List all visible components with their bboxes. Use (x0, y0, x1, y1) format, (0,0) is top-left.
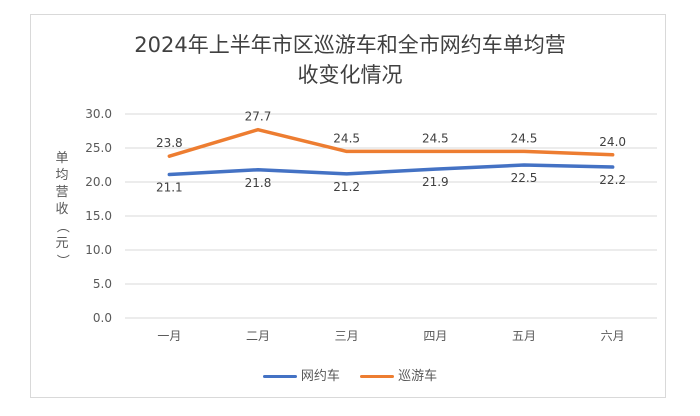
data-label: 21.2 (333, 180, 360, 194)
x-tick-label: 二月 (246, 329, 270, 343)
y-tick-label: 0.0 (93, 311, 112, 325)
x-tick-label: 一月 (157, 329, 181, 343)
legend: 网约车 巡游车 (0, 365, 700, 384)
x-tick-label: 四月 (423, 329, 447, 343)
data-label: 24.0 (599, 135, 626, 149)
y-tick-label: 25.0 (85, 141, 112, 155)
data-label: 24.5 (333, 131, 360, 145)
y-axis-label-char: 元 (55, 236, 69, 251)
y-axis-label-char: 营 (55, 185, 69, 200)
series-line-巡游车 (167, 127, 615, 158)
y-tick-label: 15.0 (85, 209, 112, 223)
y-axis-label-char: 单 (55, 151, 69, 166)
data-label: 21.8 (245, 176, 272, 190)
data-label: 21.9 (422, 175, 449, 189)
y-tick-label: 10.0 (85, 243, 112, 257)
legend-swatch (262, 375, 297, 378)
chart-title-line2: 收变化情况 (297, 63, 403, 87)
legend-swatch (360, 375, 395, 378)
x-tick-label: 五月 (512, 329, 536, 343)
y-tick-label: 5.0 (93, 277, 112, 291)
data-label: 24.5 (422, 131, 449, 145)
data-label: 23.8 (156, 136, 183, 150)
data-label: 22.5 (511, 171, 538, 185)
y-tick-label: 20.0 (85, 175, 112, 189)
y-tick-label: 30.0 (85, 107, 112, 121)
legend-item-巡游车: 巡游车 (360, 365, 437, 384)
legend-item-网约车: 网约车 (262, 365, 340, 384)
x-tick-label: 六月 (601, 329, 625, 343)
data-label: 21.1 (156, 181, 183, 195)
chart-title-line1: 2024年上半年市区巡游车和全市网约车单均营 (134, 33, 566, 57)
data-label: 27.7 (245, 110, 272, 124)
y-axis-label-char: 均 (55, 168, 69, 183)
y-axis-label-char: 收 (55, 202, 69, 217)
data-label: 24.5 (511, 131, 538, 145)
data-label: 22.2 (599, 173, 626, 187)
legend-label: 巡游车 (398, 369, 438, 384)
y-axis-label: 单均营收（元） (52, 150, 72, 269)
chart-frame (30, 14, 666, 398)
series-line-网约车 (167, 163, 615, 177)
legend-label: 网约车 (300, 369, 340, 384)
x-tick-label: 三月 (335, 329, 359, 343)
